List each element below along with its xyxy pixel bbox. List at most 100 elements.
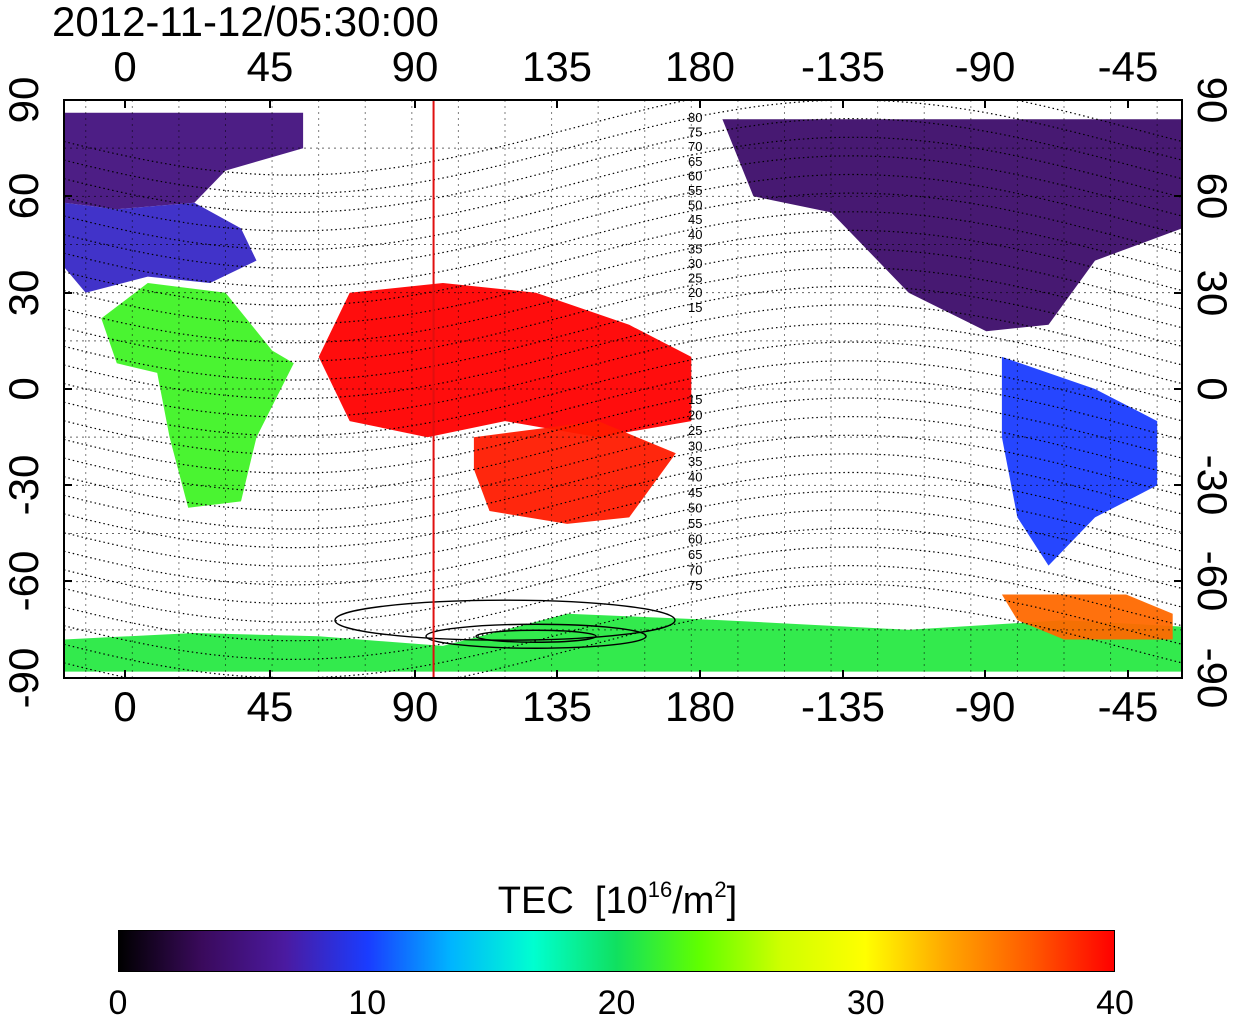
top-lon-label: 0 (113, 43, 137, 90)
magnetic-contour (64, 100, 1182, 176)
magnetic-contour (64, 397, 1182, 493)
left-lat-label: -60 (0, 550, 47, 612)
magnetic-contour (64, 602, 1182, 678)
contour-label-south: 25 (688, 423, 702, 438)
bottom-lon-label: 45 (246, 683, 294, 730)
right-lat-label: -30 (1189, 454, 1235, 516)
magnetic-contour (64, 378, 1182, 474)
right-lat-label: -60 (1189, 550, 1235, 612)
contour-label-south: 55 (688, 516, 702, 531)
magnetic-contour (64, 546, 1182, 642)
contour-label-north: 35 (688, 241, 702, 256)
southern-pole-contour (425, 623, 647, 649)
left-lat-label: 30 (0, 269, 47, 317)
contour-label-north: 40 (688, 227, 702, 242)
contour-label-north: 70 (688, 139, 702, 154)
magnetic-contour (64, 360, 1182, 456)
right-lat-label: 90 (1189, 76, 1235, 124)
bottom-lon-label: 90 (391, 683, 439, 730)
contour-label-north: 15 (688, 300, 702, 315)
axis-tick-marks (64, 99, 1182, 679)
top-lon-label: 135 (521, 43, 593, 90)
magnetic-contour (64, 248, 1182, 344)
magnetic-contour (64, 285, 1182, 381)
right-lat-label: 60 (1189, 172, 1235, 220)
right-lat-label: 0 (1189, 377, 1235, 401)
lat-lon-grid (64, 100, 1182, 678)
contour-label-south: 70 (688, 563, 702, 578)
contour-label-north: 20 (688, 285, 702, 300)
contour-label-south: 30 (688, 439, 702, 454)
southern-pole-contour (475, 629, 597, 643)
magnetic-contour (64, 434, 1182, 530)
contour-label-north: 80 (688, 110, 702, 125)
contour-label-north: 50 (688, 198, 702, 213)
top-lon-label: -45 (1097, 43, 1159, 90)
tec-region-africa (101, 283, 294, 508)
magnetic-contour (64, 266, 1182, 363)
top-lon-label: 45 (246, 43, 294, 90)
contour-label-south: 60 (688, 532, 702, 547)
colorbar-title: TEC [1016/m2] (497, 877, 738, 922)
tec-region-antarctica (64, 613, 1182, 672)
magnetic-contour (64, 453, 1182, 549)
magnetic-contour (64, 229, 1182, 325)
top-lon-label: -135 (800, 43, 886, 90)
colorbar-tick-label: 40 (1096, 984, 1134, 1022)
right-lat-label: 30 (1189, 269, 1235, 317)
magnetic-contour (64, 415, 1182, 512)
contour-label-north: 65 (688, 154, 702, 169)
left-lat-label: 0 (0, 377, 47, 401)
bottom-lon-label: 0 (113, 683, 137, 730)
contour-label-south: 50 (688, 501, 702, 516)
tec-colorbar (118, 930, 1115, 972)
magnetic-contour (64, 155, 1182, 251)
magnetic-contour (64, 192, 1182, 288)
southern-pole-contour (334, 599, 676, 641)
map-timestamp-title: 2012-11-12/05:30:00 (52, 0, 439, 45)
magnetic-contour (64, 583, 1182, 678)
magnetic-contour (64, 527, 1182, 623)
contour-label-north: 45 (688, 212, 702, 227)
colorbar-tick-label: 30 (846, 984, 885, 1022)
tec-region-south-america (1001, 356, 1158, 566)
magnetic-contour (64, 100, 1182, 195)
tec-data-layer (64, 112, 1182, 672)
contour-label-north: 30 (688, 256, 702, 271)
magnetic-contour (64, 304, 1182, 400)
magnetic-contour (64, 117, 1182, 214)
left-lat-label: -30 (0, 454, 47, 516)
contour-label-south: 40 (688, 470, 702, 485)
right-lat-label: -90 (1189, 647, 1235, 709)
contour-label-south: 15 (688, 392, 702, 407)
bottom-lon-label: -135 (800, 683, 886, 730)
bottom-lon-label: -90 (954, 683, 1016, 730)
left-lat-label: -90 (0, 647, 47, 709)
contour-labels: 8075706560555045403530252015152025303540… (688, 110, 702, 593)
top-lon-label: -90 (954, 43, 1016, 90)
magnetic-contour (64, 173, 1182, 269)
contour-label-south: 75 (688, 578, 702, 593)
tec-region-south-asia (318, 283, 692, 438)
bottom-lon-label: 135 (521, 683, 593, 730)
magnetic-contour (64, 490, 1182, 586)
contour-label-north: 25 (688, 271, 702, 286)
tec-region-north-america (722, 119, 1182, 332)
top-lon-label: 90 (391, 43, 439, 90)
magnetic-contour (64, 341, 1182, 437)
bottom-lon-label: 180 (664, 683, 736, 730)
magnetic-contour (64, 509, 1182, 605)
tec-region-high-lat-north-west (64, 112, 304, 210)
tec-region-europe (64, 202, 257, 293)
contour-label-north: 75 (688, 125, 702, 140)
magnetic-contour (64, 322, 1182, 418)
bottom-lon-label: -45 (1097, 683, 1159, 730)
contour-label-north: 55 (688, 183, 702, 198)
left-lat-label: 60 (0, 172, 47, 220)
magnetic-contour (64, 564, 1182, 661)
colorbar-tick-label: 0 (108, 984, 128, 1022)
magnetic-contour (64, 136, 1182, 232)
magnetic-contours (64, 100, 1182, 678)
contour-label-south: 20 (688, 408, 702, 423)
